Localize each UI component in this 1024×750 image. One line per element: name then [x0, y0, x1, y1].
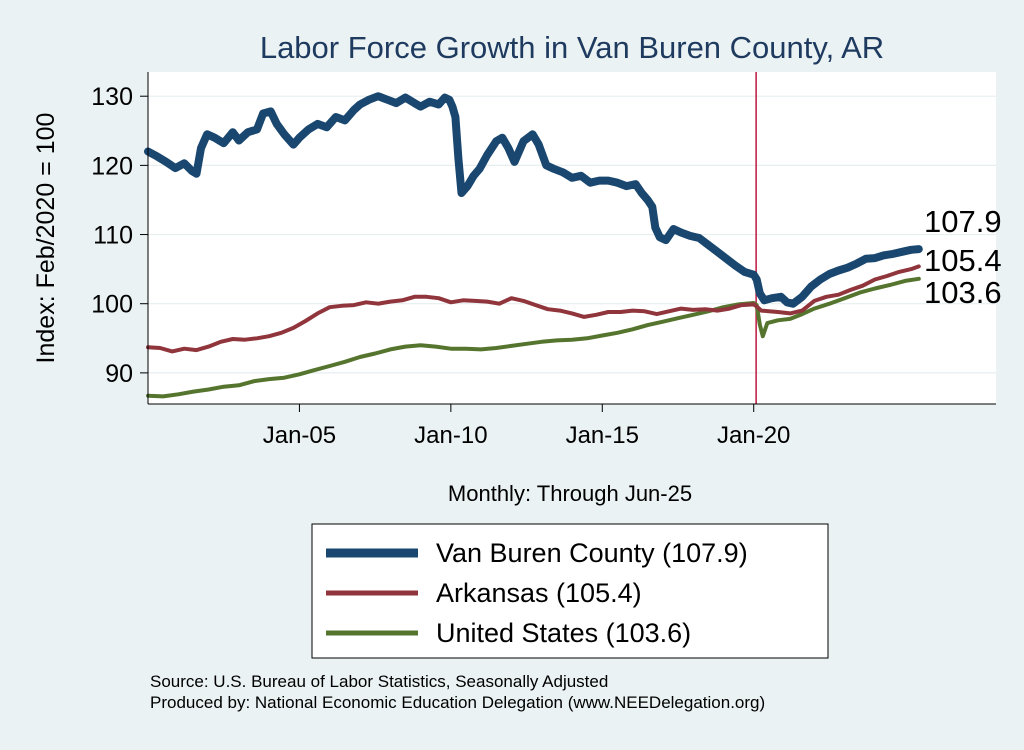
legend-label: United States (103.6) [436, 618, 691, 648]
x-tick-label: Jan-20 [717, 422, 790, 449]
source-line: Source: U.S. Bureau of Labor Statistics,… [150, 672, 609, 691]
series-group [144, 92, 923, 399]
series-line-united-states [146, 276, 921, 399]
x-tick-label: Jan-15 [566, 422, 639, 449]
y-tick-label: 90 [105, 360, 133, 388]
end-value-label: 107.9 [924, 204, 1002, 239]
y-ticks: 90 100 110 120 130 [91, 83, 148, 388]
y-tick-label: 100 [91, 291, 133, 319]
legend-label: Arkansas (105.4) [436, 578, 642, 608]
y-tick-label: 130 [91, 83, 133, 111]
plot-area [148, 72, 996, 404]
source-notes: Source: U.S. Bureau of Labor Statistics,… [150, 671, 765, 713]
x-ticks: Jan-05 Jan-10 Jan-15 Jan-20 [263, 404, 790, 449]
x-tick-label: Jan-10 [414, 422, 487, 449]
produced-by-line: Produced by: National Economic Education… [150, 693, 766, 712]
end-value-label: 103.6 [924, 275, 1002, 310]
y-axis-title: Index: Feb/2020 = 100 [32, 113, 60, 364]
series-line-van-buren-county [144, 92, 923, 308]
chart-title: Labor Force Growth in Van Buren County, … [260, 30, 884, 65]
series-line-arkansas [146, 264, 921, 354]
y-tick-label: 110 [93, 222, 133, 250]
x-tick-label: Jan-05 [263, 422, 336, 449]
legend-label: Van Buren County (107.9) [436, 538, 748, 568]
legend: Van Buren County (107.9) Arkansas (105.4)… [326, 538, 748, 648]
end-value-label: 105.4 [924, 243, 1002, 278]
x-axis-title: Monthly: Through Jun-25 [448, 481, 692, 506]
grid-lines [148, 95, 996, 374]
y-tick-label: 120 [91, 152, 133, 180]
